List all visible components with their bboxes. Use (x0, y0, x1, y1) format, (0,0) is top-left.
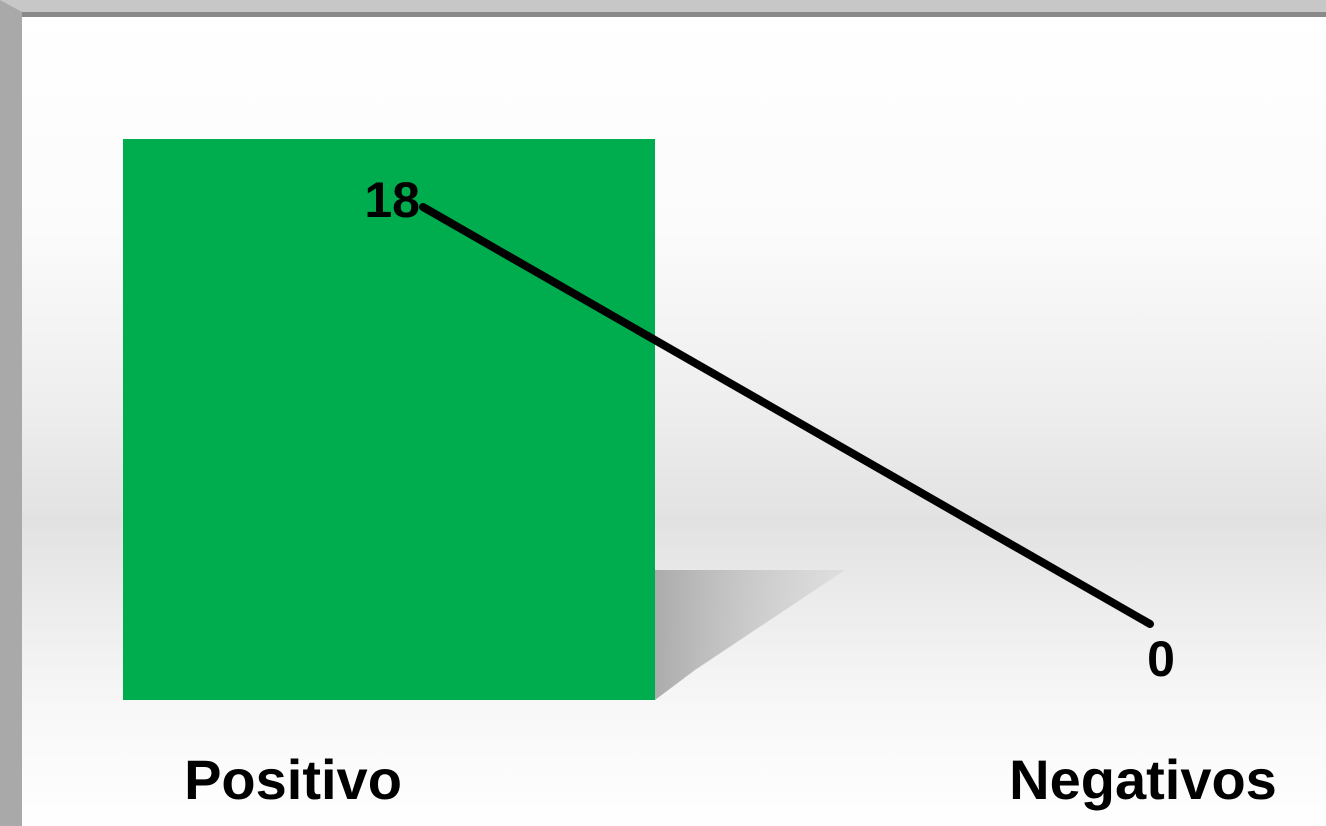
category-label-positivo: Positivo (184, 748, 402, 811)
value-label-negativos: 0 (1147, 631, 1175, 687)
value-label-positivo: 18 (364, 172, 420, 228)
series-line (419, 203, 1154, 628)
category-label-negativos: Negativos (1009, 748, 1277, 811)
bar-positivo (123, 139, 655, 700)
bar-chart: 18 0 Positivo Negativos (123, 139, 1277, 811)
bar-shadow (655, 570, 845, 700)
